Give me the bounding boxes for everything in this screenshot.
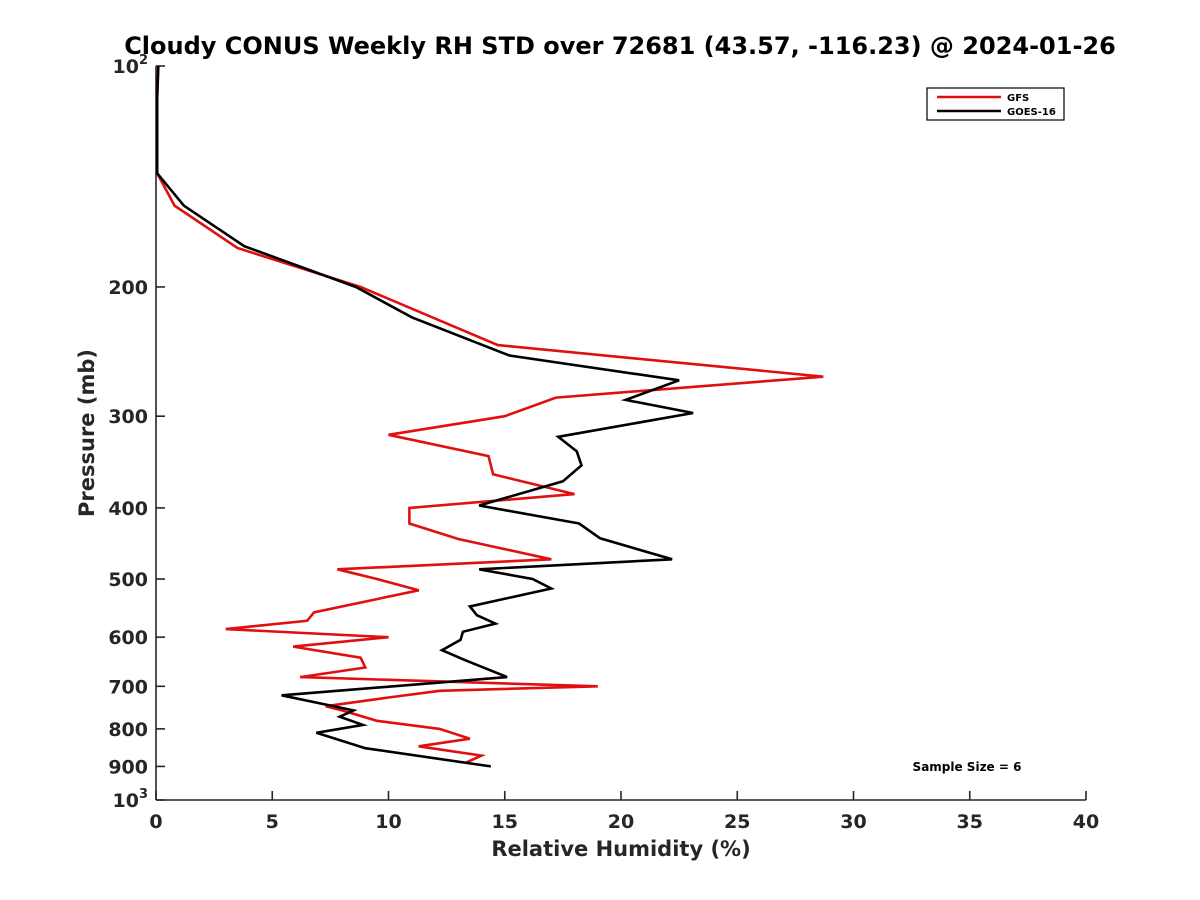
y-tick-label: 102 (113, 53, 149, 78)
y-tick-label: 200 (108, 277, 148, 299)
x-tick-label: 40 (1073, 811, 1099, 833)
y-tick-label: 300 (108, 406, 148, 428)
y-tick-label: 103 (113, 787, 149, 812)
legend-label-gfs: GFS (1007, 93, 1029, 104)
x-tick-label: 0 (149, 811, 162, 833)
y-tick-label: 600 (108, 627, 148, 649)
y-axis-label: Pressure (mb) (75, 349, 99, 517)
legend-box (926, 87, 1065, 121)
plot-area: 0 5 10 15 20 25 30 35 40 102 200 300 400 500 600 700 80… (108, 53, 1099, 833)
y-tick-label: 400 (108, 498, 148, 520)
x-tick-label: 25 (724, 811, 750, 833)
legend: GFS GOES-16 (926, 87, 1065, 121)
legend-label-goes-16: GOES-16 (1007, 107, 1056, 118)
x-tick-label: 30 (840, 811, 866, 833)
x-tick-label: 5 (266, 811, 279, 833)
chart-title: Cloudy CONUS Weekly RH STD over 72681 (4… (124, 32, 1116, 60)
series-line-goes-16 (155, 65, 694, 768)
x-tick-label: 35 (957, 811, 983, 833)
x-tick-label: 10 (375, 811, 401, 833)
y-tick-label: 900 (108, 756, 148, 778)
series-lines (155, 65, 824, 768)
y-ticks: 102 200 300 400 500 600 700 800 900 103 (108, 53, 165, 812)
series-line-gfs (155, 65, 824, 765)
x-tick-label: 15 (492, 811, 518, 833)
x-ticks: 0 5 10 15 20 25 30 35 40 (149, 791, 1099, 833)
y-tick-label: 500 (108, 569, 148, 591)
x-axis-label: Relative Humidity (%) (491, 837, 750, 861)
y-tick-label: 700 (108, 676, 148, 698)
sample-size-annotation: Sample Size = 6 (913, 760, 1022, 774)
y-tick-label: 800 (108, 719, 148, 741)
x-tick-label: 20 (608, 811, 634, 833)
